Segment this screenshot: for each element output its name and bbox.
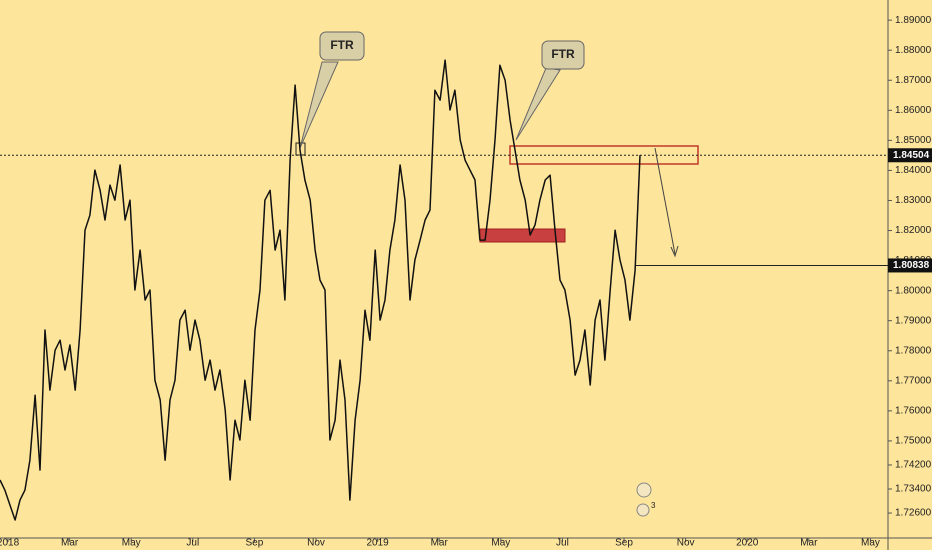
- y-tick-label: 1.76000: [895, 406, 932, 417]
- x-tick-label: 2019: [366, 538, 389, 549]
- x-tick-label: Mar: [431, 538, 449, 549]
- x-tick-label: Mar: [61, 538, 79, 549]
- annotation: FTR: [551, 47, 575, 61]
- callout-box: [541, 40, 585, 70]
- price-line: [0, 59, 641, 521]
- event-icon: [636, 482, 652, 498]
- x-tick-label: Nov: [677, 538, 695, 549]
- x-tick-label: 2018: [0, 538, 20, 549]
- y-tick-label: 1.78000: [895, 345, 932, 356]
- callout-pointer: [299, 61, 339, 149]
- y-tick-label: 1.89000: [895, 15, 932, 26]
- x-tick-label: May: [861, 538, 880, 549]
- x-tick-label: Sep: [615, 538, 633, 549]
- y-tick-label: 1.72600: [895, 508, 932, 519]
- y-tick-label: 1.82000: [895, 225, 932, 236]
- x-tick-label: Sep: [246, 538, 264, 549]
- y-tick-label: 1.84000: [895, 165, 932, 176]
- x-tick-label: Mar: [800, 538, 818, 549]
- arrow-head: [670, 245, 679, 258]
- callout-box: [319, 31, 365, 61]
- y-tick-label: 1.80000: [895, 285, 932, 296]
- y-tick-label: 1.87000: [895, 75, 932, 86]
- price-label-bg: [888, 258, 932, 273]
- x-tick-label: Nov: [307, 538, 325, 549]
- y-tick-label: 1.75000: [895, 436, 932, 447]
- price-label-bg: [888, 148, 932, 163]
- y-tick-label: 1.73400: [895, 484, 932, 495]
- x-tick-label: 2020: [736, 538, 759, 549]
- y-tick-label: 1.79000: [895, 315, 932, 326]
- event-count: 3: [651, 501, 656, 510]
- y-tick-label: 1.77000: [895, 375, 932, 386]
- x-tick-label: May: [491, 538, 510, 549]
- x-tick-label: May: [122, 538, 141, 549]
- y-tick-label: 1.86000: [895, 105, 932, 116]
- y-tick-label: 1.88000: [895, 45, 932, 56]
- x-tick-label: Jul: [556, 538, 569, 549]
- price-label: 1.84504: [893, 150, 930, 161]
- y-tick-label: 1.85000: [895, 135, 932, 146]
- x-tick-label: Jul: [186, 538, 199, 549]
- support-zone: [479, 228, 566, 243]
- price-label: 1.80838: [893, 260, 930, 271]
- event-icon: [636, 503, 650, 517]
- y-tick-label: 1.74200: [895, 460, 932, 471]
- arrow: [654, 147, 676, 255]
- y-tick-label: 1.83000: [895, 195, 932, 206]
- annotation: FTR: [330, 38, 354, 52]
